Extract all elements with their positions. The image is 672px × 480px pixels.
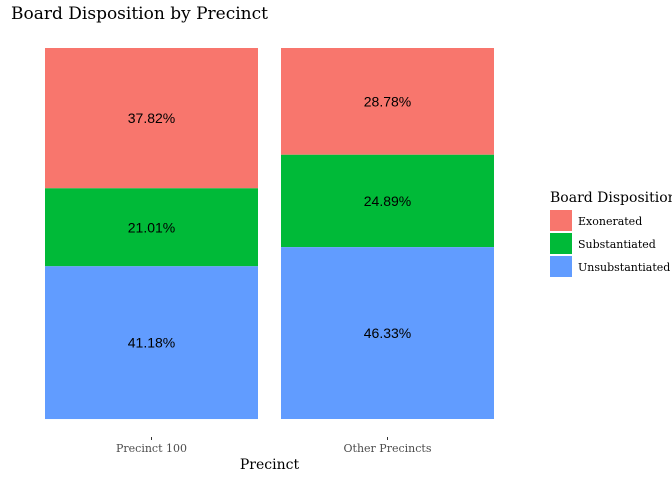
bar-stacks	[45, 48, 494, 420]
data-labels: 37.82% 21.01% 41.18% 28.78% 24.89% 46.33%	[128, 93, 411, 350]
bar-precinct-100-substantiated	[45, 188, 258, 267]
bar-precinct-100-exonerated	[45, 48, 258, 189]
legend-key-exonerated	[550, 210, 572, 231]
x-tick-label-other-precincts: Other Precincts	[344, 442, 432, 455]
bar-other-precincts-substantiated	[281, 154, 494, 248]
bar-precinct-100-unsubstantiated	[45, 266, 258, 420]
data-label-precinct-100-exonerated: 37.82%	[128, 110, 175, 126]
legend-label-substantiated: Substantiated	[578, 238, 656, 251]
data-label-precinct-100-unsubstantiated: 41.18%	[128, 335, 175, 351]
legend-key-substantiated	[550, 233, 572, 254]
chart-title: Board Disposition by Precinct	[11, 4, 268, 24]
bar-other-precincts-exonerated	[281, 48, 494, 155]
x-axis: Precinct 100 Other Precincts	[116, 437, 432, 455]
legend: Board Disposition Exonerated Substantiate…	[550, 190, 672, 277]
data-label-other-precincts-substantiated: 24.89%	[364, 193, 411, 209]
legend-label-exonerated: Exonerated	[578, 215, 642, 228]
data-label-other-precincts-exonerated: 28.78%	[364, 93, 411, 109]
x-tick-label-precinct-100: Precinct 100	[116, 442, 187, 455]
data-label-other-precincts-unsubstantiated: 46.33%	[364, 325, 411, 341]
x-axis-title: Precinct	[240, 457, 300, 473]
legend-title: Board Disposition	[550, 190, 672, 206]
data-label-precinct-100-substantiated: 21.01%	[128, 219, 175, 235]
legend-label-unsubstantiated: Unsubstantiated	[578, 261, 670, 274]
bar-other-precincts-unsubstantiated	[281, 247, 494, 419]
legend-key-unsubstantiated	[550, 256, 572, 277]
